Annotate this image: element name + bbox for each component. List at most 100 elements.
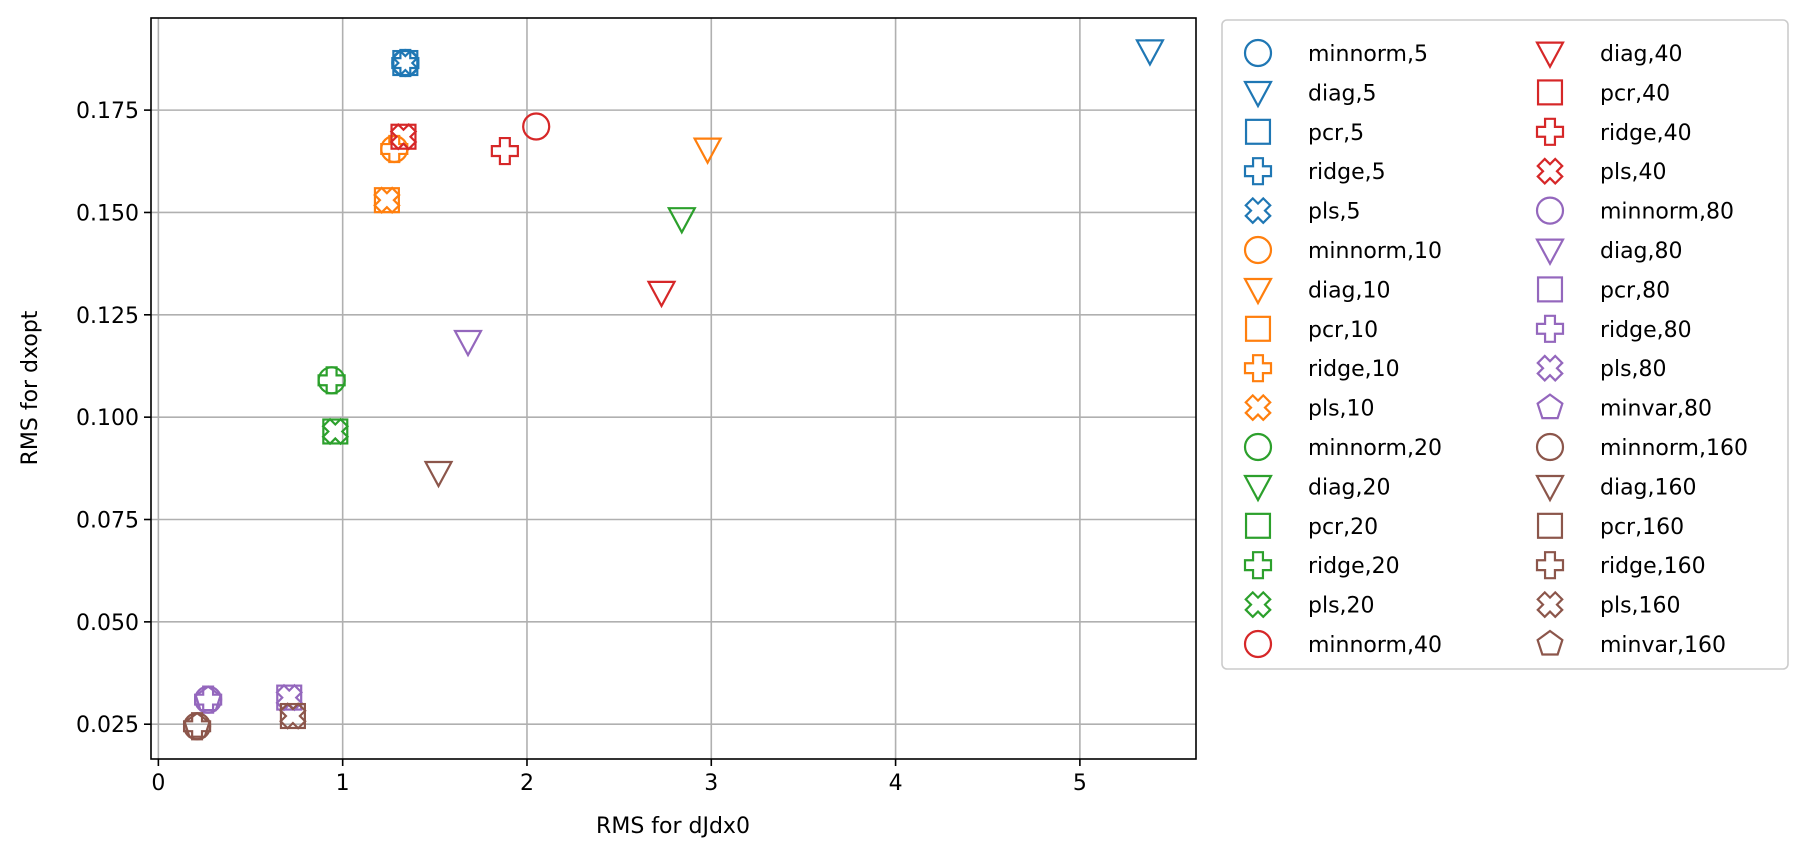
- x-tick-label: 0: [151, 771, 165, 796]
- data-point-ridge-10: [380, 134, 409, 164]
- data-point-pcr-40: [390, 123, 417, 150]
- x-tick-label: 1: [336, 771, 350, 796]
- legend-label-ridge-160: ridge,160: [1600, 554, 1706, 579]
- legend-label-pcr-40: pcr,40: [1600, 81, 1670, 106]
- data-point-diag-160: [423, 460, 454, 489]
- legend-marker-pcr-10: [1244, 315, 1272, 342]
- y-tick-label: 0.150: [76, 201, 139, 226]
- data-point-ridge-160: [182, 712, 212, 741]
- legend-label-pls-80: pls,80: [1600, 357, 1667, 382]
- data-point-diag-40: [646, 280, 677, 309]
- legend-entries: minnorm,5 diag,5 pcr,5 ridge,5 pls,5 minnorm,…: [1243, 38, 1748, 659]
- plot-area: [150, 17, 1197, 760]
- legend-marker-minvar-80: [1536, 393, 1564, 420]
- legend-marker-diag-20: [1243, 474, 1273, 503]
- legend-label-pls-160: pls,160: [1600, 594, 1681, 619]
- legend-label-minnorm-5: minnorm,5: [1308, 42, 1428, 67]
- legend-marker-pcr-80: [1536, 276, 1564, 303]
- legend-marker-pcr-20: [1244, 512, 1272, 539]
- legend-label-ridge-10: ridge,10: [1308, 357, 1400, 382]
- legend-marker-pcr-160: [1536, 512, 1564, 539]
- y-tick-label: 0.125: [76, 304, 139, 329]
- y-tick-label: 0.075: [76, 509, 139, 534]
- data-point-ridge-40: [490, 136, 519, 166]
- legend-label-minnorm-40: minnorm,40: [1308, 633, 1442, 658]
- legend-marker-pcr-5: [1244, 118, 1272, 145]
- data-point-pls-160: [279, 702, 307, 730]
- y-tick-label: 0.050: [76, 611, 139, 636]
- data-point-pcr-160: [279, 702, 306, 730]
- legend-marker-diag-10: [1243, 277, 1273, 306]
- legend-marker-pls-80: [1536, 354, 1564, 382]
- legend-marker-minnorm-20: [1243, 432, 1273, 462]
- data-point-pls-80: [275, 683, 304, 712]
- data-point-ridge-80: [194, 685, 223, 714]
- y-tick-label: 0.100: [76, 406, 139, 431]
- legend-marker-diag-5: [1243, 80, 1273, 109]
- legend-marker-ridge-80: [1535, 314, 1565, 343]
- legend-marker-ridge-10: [1243, 354, 1273, 383]
- legend-marker-ridge-40: [1535, 117, 1565, 146]
- grid-lines: [151, 18, 1196, 759]
- y-tick-label: 0.175: [76, 99, 139, 124]
- legend-label-pls-40: pls,40: [1600, 160, 1667, 185]
- data-point-pls-10: [373, 186, 401, 214]
- data-point-ridge-20: [317, 366, 346, 395]
- y-axis-label: RMS for dxopt: [18, 310, 43, 465]
- data-point-diag-80: [453, 329, 483, 358]
- legend-label-minnorm-80: minnorm,80: [1600, 200, 1734, 225]
- legend-marker-minnorm-5: [1243, 38, 1273, 68]
- data-point-pcr-10: [373, 187, 400, 214]
- x-tick-label: 3: [704, 771, 718, 796]
- legend-frame: [1221, 19, 1789, 670]
- legend-label-minnorm-20: minnorm,20: [1308, 436, 1442, 461]
- x-tick-label: 2: [520, 771, 534, 796]
- legend-marker-minnorm-80: [1535, 196, 1565, 225]
- legend-label-diag-40: diag,40: [1600, 42, 1683, 67]
- legend-label-minvar-160: minvar,160: [1600, 633, 1726, 658]
- legend-label-diag-160: diag,160: [1600, 475, 1697, 500]
- legend-marker-ridge-5: [1243, 157, 1273, 186]
- legend-label-pcr-5: pcr,5: [1308, 121, 1364, 146]
- data-point-minnorm-20: [317, 366, 346, 395]
- data-point-pcr-80: [276, 684, 303, 711]
- legend-marker-minnorm-160: [1535, 432, 1565, 462]
- legend-label-minnorm-10: minnorm,10: [1308, 239, 1442, 264]
- legend-label-diag-10: diag,10: [1308, 278, 1391, 303]
- data-point-pls-40: [389, 122, 418, 151]
- legend-marker-pls-10: [1244, 393, 1272, 422]
- legend-marker-pls-5: [1244, 196, 1272, 225]
- legend-marker-minnorm-40: [1243, 629, 1273, 659]
- data-point-pls-5: [391, 49, 420, 77]
- legend-label-ridge-80: ridge,80: [1600, 318, 1692, 343]
- data-point-pcr-20: [322, 418, 349, 445]
- legend-label-pcr-160: pcr,160: [1600, 515, 1684, 540]
- legend-marker-pls-160: [1536, 590, 1564, 619]
- data-point-pls-20: [321, 417, 350, 446]
- x-tick-label: 4: [889, 771, 903, 796]
- legend-label-minnorm-160: minnorm,160: [1600, 436, 1748, 461]
- legend-label-ridge-20: ridge,20: [1308, 554, 1400, 579]
- legend-label-pls-20: pls,20: [1308, 594, 1375, 619]
- legend-label-ridge-40: ridge,40: [1600, 121, 1692, 146]
- legend-marker-pcr-40: [1536, 79, 1564, 106]
- data-point-minvar-80: [194, 685, 222, 712]
- data-point-diag-10: [692, 137, 723, 165]
- legend-label-ridge-5: ridge,5: [1308, 160, 1386, 185]
- legend-label-minvar-80: minvar,80: [1600, 397, 1712, 422]
- data-point-minnorm-40: [522, 112, 551, 141]
- legend-label-pcr-80: pcr,80: [1600, 278, 1670, 303]
- data-points: [182, 39, 1165, 741]
- data-point-minvar-160: [183, 711, 211, 738]
- legend-label-diag-80: diag,80: [1600, 239, 1683, 264]
- legend-label-pcr-10: pcr,10: [1308, 318, 1378, 343]
- legend-marker-diag-160: [1535, 474, 1565, 503]
- x-axis-label: RMS for dJdx0: [596, 814, 750, 839]
- legend-label-pcr-20: pcr,20: [1308, 515, 1378, 540]
- data-point-diag-20: [666, 207, 697, 235]
- legend-marker-diag-40: [1535, 41, 1565, 69]
- legend-marker-ridge-20: [1243, 551, 1273, 580]
- legend-marker-pls-40: [1536, 157, 1564, 185]
- axis-ticks: 0 1 2 3 4 5 0.025 0.050 0.075 0.100 0.125 0.150 0.17…: [76, 99, 1087, 796]
- x-tick-label: 5: [1073, 771, 1087, 796]
